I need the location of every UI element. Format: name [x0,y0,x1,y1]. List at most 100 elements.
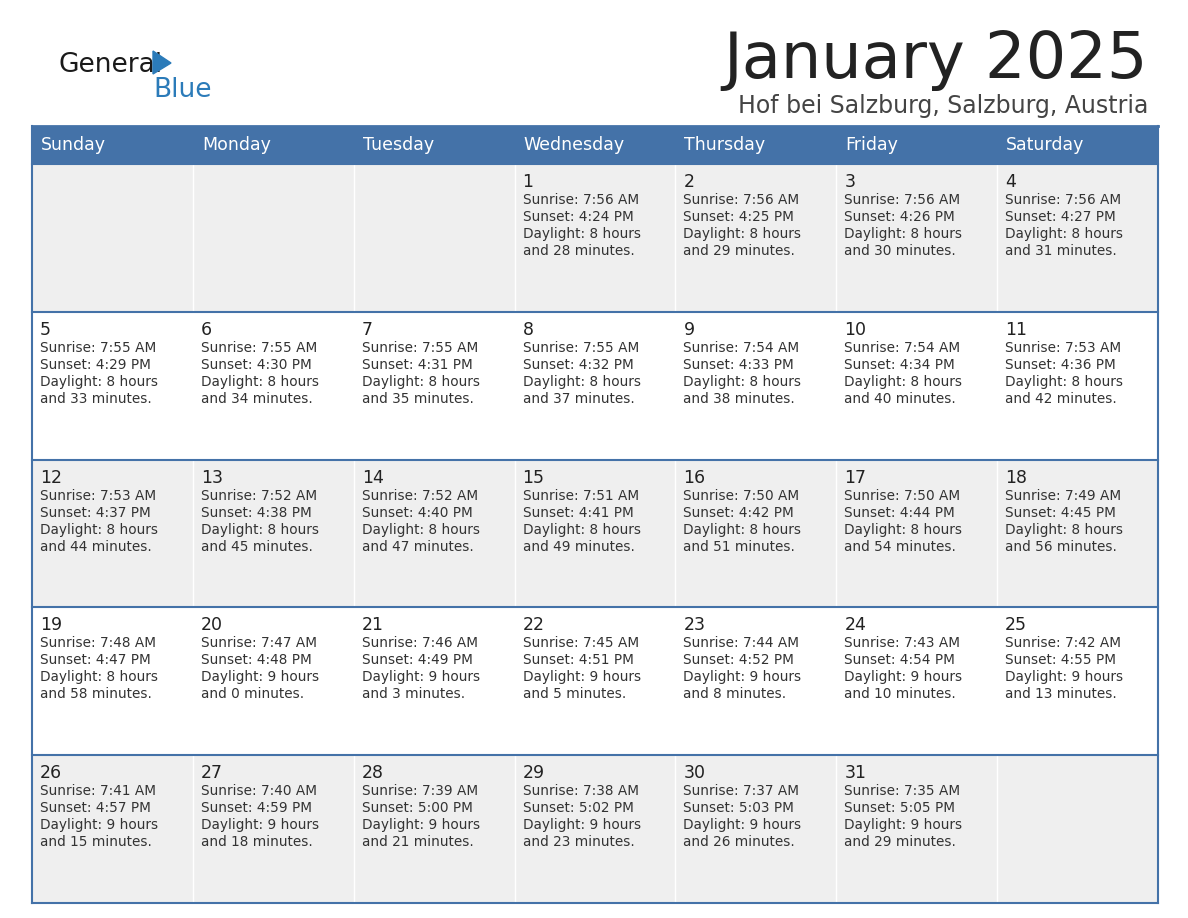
Text: and 26 minutes.: and 26 minutes. [683,835,795,849]
Bar [997,126,1158,164]
Text: Sunset: 4:36 PM: Sunset: 4:36 PM [1005,358,1116,372]
Bar [32,126,192,164]
Text: Daylight: 9 hours: Daylight: 9 hours [845,670,962,685]
Bar [836,460,997,608]
Text: Daylight: 9 hours: Daylight: 9 hours [361,670,480,685]
Text: and 3 minutes.: and 3 minutes. [361,688,465,701]
Bar [192,608,354,756]
Text: Daylight: 8 hours: Daylight: 8 hours [361,522,480,537]
Bar [676,312,836,460]
Text: Sunrise: 7:44 AM: Sunrise: 7:44 AM [683,636,800,650]
Text: Daylight: 8 hours: Daylight: 8 hours [683,375,802,389]
Bar [32,608,192,756]
Text: Daylight: 8 hours: Daylight: 8 hours [201,522,318,537]
Text: Sunrise: 7:53 AM: Sunrise: 7:53 AM [1005,341,1121,354]
Text: Sunrise: 7:46 AM: Sunrise: 7:46 AM [361,636,478,650]
Bar [354,608,514,756]
Text: Sunset: 5:03 PM: Sunset: 5:03 PM [683,801,795,815]
Text: 4: 4 [1005,173,1016,191]
Text: 10: 10 [845,320,866,339]
Text: Sunrise: 7:38 AM: Sunrise: 7:38 AM [523,784,639,798]
Bar [354,126,514,164]
Text: Hof bei Salzburg, Salzburg, Austria: Hof bei Salzburg, Salzburg, Austria [738,94,1148,118]
Polygon shape [153,51,171,74]
Text: 17: 17 [845,468,866,487]
Text: Sunset: 4:51 PM: Sunset: 4:51 PM [523,654,633,667]
Text: Daylight: 8 hours: Daylight: 8 hours [361,375,480,389]
Text: and 49 minutes.: and 49 minutes. [523,540,634,554]
Text: 22: 22 [523,616,544,634]
Text: Daylight: 9 hours: Daylight: 9 hours [201,818,320,833]
Text: and 38 minutes.: and 38 minutes. [683,392,795,406]
Text: 14: 14 [361,468,384,487]
Text: Sunset: 4:48 PM: Sunset: 4:48 PM [201,654,311,667]
Text: Sunrise: 7:55 AM: Sunrise: 7:55 AM [523,341,639,354]
Text: and 54 minutes.: and 54 minutes. [845,540,956,554]
Text: and 58 minutes.: and 58 minutes. [40,688,152,701]
Bar [836,608,997,756]
Text: 21: 21 [361,616,384,634]
Text: Daylight: 8 hours: Daylight: 8 hours [1005,522,1123,537]
Text: Sunrise: 7:35 AM: Sunrise: 7:35 AM [845,784,960,798]
Text: and 0 minutes.: and 0 minutes. [201,688,304,701]
Text: Sunset: 4:32 PM: Sunset: 4:32 PM [523,358,633,372]
Text: and 29 minutes.: and 29 minutes. [845,835,956,849]
Text: January 2025: January 2025 [723,29,1148,91]
Bar [192,756,354,903]
Bar [836,164,997,312]
Text: and 28 minutes.: and 28 minutes. [523,244,634,258]
Text: and 10 minutes.: and 10 minutes. [845,688,956,701]
Text: Daylight: 8 hours: Daylight: 8 hours [683,227,802,241]
Text: Sunrise: 7:47 AM: Sunrise: 7:47 AM [201,636,317,650]
Text: Daylight: 9 hours: Daylight: 9 hours [40,818,158,833]
Bar [354,312,514,460]
Text: 30: 30 [683,764,706,782]
Text: Daylight: 9 hours: Daylight: 9 hours [523,670,640,685]
Bar [32,164,192,312]
Text: Daylight: 9 hours: Daylight: 9 hours [683,818,802,833]
Text: Daylight: 8 hours: Daylight: 8 hours [845,522,962,537]
Text: Thursday: Thursday [684,136,765,154]
Text: and 47 minutes.: and 47 minutes. [361,540,474,554]
Bar [676,756,836,903]
Bar [836,756,997,903]
Text: Sunrise: 7:51 AM: Sunrise: 7:51 AM [523,488,639,502]
Text: Sunset: 4:54 PM: Sunset: 4:54 PM [845,654,955,667]
Text: and 40 minutes.: and 40 minutes. [845,392,956,406]
Text: 24: 24 [845,616,866,634]
Text: Sunrise: 7:41 AM: Sunrise: 7:41 AM [40,784,156,798]
Text: 5: 5 [40,320,51,339]
Text: Daylight: 8 hours: Daylight: 8 hours [40,670,158,685]
Bar [676,608,836,756]
Text: Sunset: 4:34 PM: Sunset: 4:34 PM [845,358,955,372]
Text: Sunrise: 7:39 AM: Sunrise: 7:39 AM [361,784,478,798]
Text: Daylight: 9 hours: Daylight: 9 hours [1005,670,1124,685]
Text: Sunrise: 7:56 AM: Sunrise: 7:56 AM [1005,193,1121,207]
Text: Daylight: 9 hours: Daylight: 9 hours [845,818,962,833]
Text: 1: 1 [523,173,533,191]
Text: 31: 31 [845,764,866,782]
Text: and 31 minutes.: and 31 minutes. [1005,244,1117,258]
Text: Monday: Monday [202,136,271,154]
Text: Daylight: 8 hours: Daylight: 8 hours [523,375,640,389]
Text: Daylight: 8 hours: Daylight: 8 hours [1005,375,1123,389]
Text: Sunset: 4:55 PM: Sunset: 4:55 PM [1005,654,1117,667]
Text: Friday: Friday [846,136,898,154]
Text: 6: 6 [201,320,211,339]
Bar [32,460,192,608]
Text: Sunday: Sunday [42,136,106,154]
Text: and 23 minutes.: and 23 minutes. [523,835,634,849]
Bar [997,460,1158,608]
Text: 13: 13 [201,468,223,487]
Bar [836,312,997,460]
Text: and 44 minutes.: and 44 minutes. [40,540,152,554]
Text: 19: 19 [40,616,62,634]
Text: and 37 minutes.: and 37 minutes. [523,392,634,406]
Bar [192,312,354,460]
Text: Daylight: 9 hours: Daylight: 9 hours [361,818,480,833]
Text: Sunset: 4:45 PM: Sunset: 4:45 PM [1005,506,1116,520]
Text: and 18 minutes.: and 18 minutes. [201,835,312,849]
Text: Sunset: 4:52 PM: Sunset: 4:52 PM [683,654,795,667]
Text: and 15 minutes.: and 15 minutes. [40,835,152,849]
Text: 28: 28 [361,764,384,782]
